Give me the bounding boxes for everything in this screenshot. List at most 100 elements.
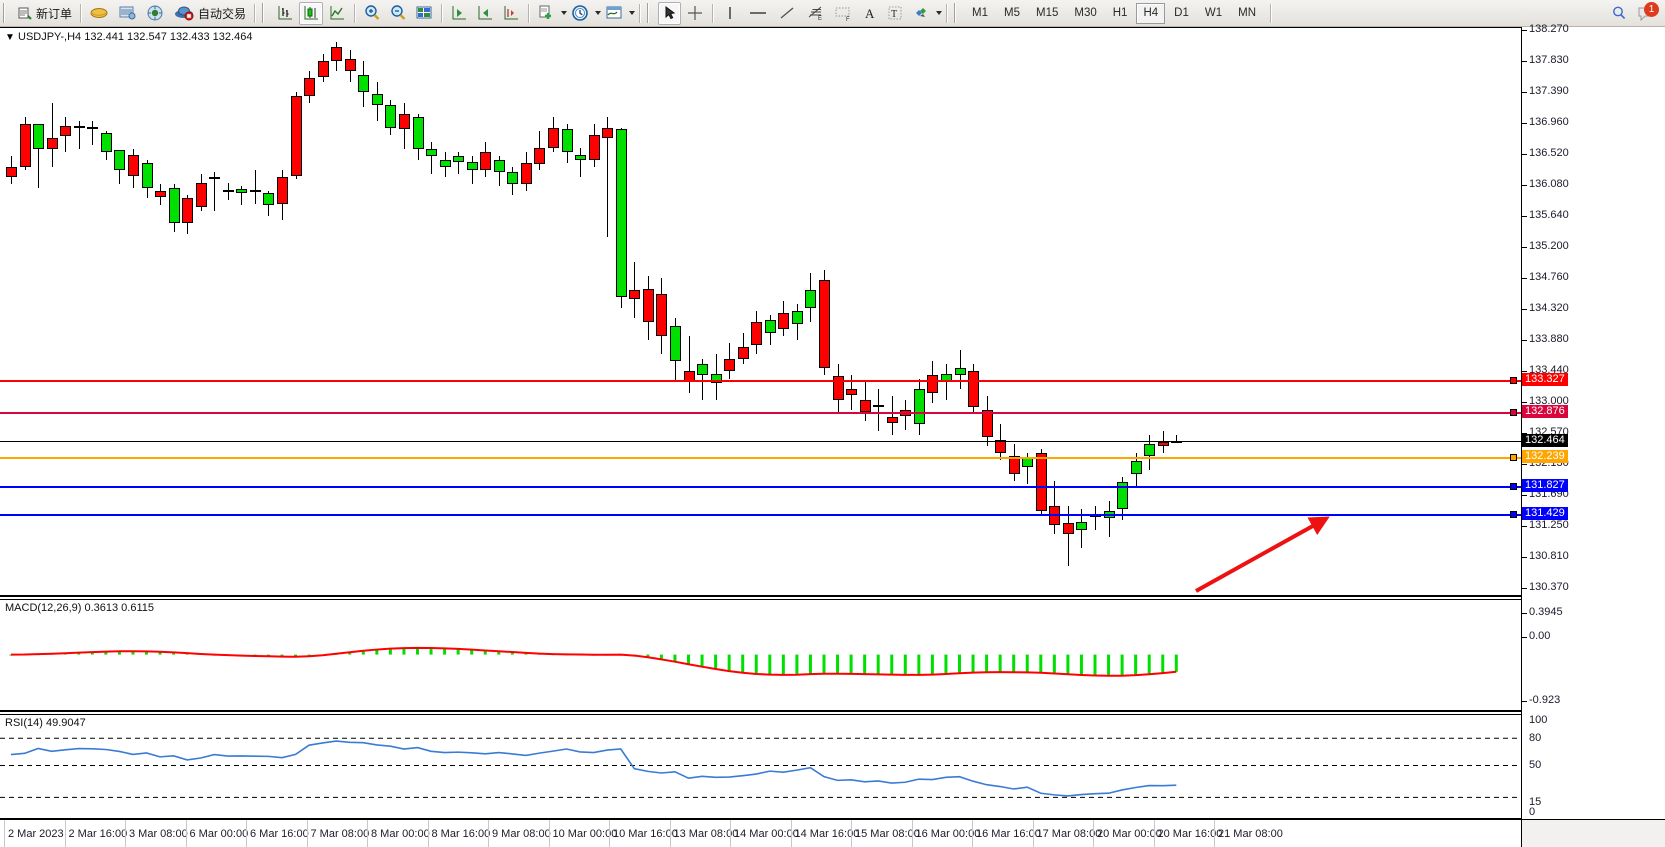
time-axis-corner bbox=[1521, 819, 1665, 847]
candlestick bbox=[683, 28, 695, 596]
templates-icon[interactable] bbox=[602, 2, 626, 25]
toolbar-separator bbox=[254, 3, 256, 23]
toolbar-separator bbox=[354, 3, 356, 23]
price-line-handle[interactable] bbox=[1510, 483, 1517, 491]
price-line-current-price[interactable] bbox=[0, 441, 1521, 443]
timeframe-h4-button[interactable]: H4 bbox=[1136, 2, 1166, 24]
cursor-icon[interactable] bbox=[658, 1, 682, 25]
candlestick-chart-icon[interactable] bbox=[299, 1, 324, 25]
text-label-icon[interactable]: T bbox=[883, 2, 907, 25]
chart-shift-icon[interactable] bbox=[473, 2, 497, 25]
chart-menu-chevron[interactable]: ▼ bbox=[5, 32, 15, 43]
macd-pane[interactable]: MACD(12,26,9) 0.3613 0.6115 bbox=[0, 599, 1522, 712]
rsi-pane[interactable]: RSI(14) 49.9047 bbox=[0, 714, 1522, 819]
candlestick bbox=[615, 28, 627, 596]
price-line-handle[interactable] bbox=[1510, 408, 1517, 416]
price-line-pivot[interactable] bbox=[0, 456, 1521, 459]
shapes-dropdown-caret[interactable] bbox=[936, 11, 943, 15]
line-chart-icon[interactable] bbox=[325, 2, 349, 25]
timeframe-h1-button[interactable]: H1 bbox=[1112, 7, 1128, 19]
indicators-icon[interactable] bbox=[534, 2, 558, 25]
timeframe-m5-button[interactable]: M5 bbox=[1004, 7, 1020, 19]
price-line-support-1[interactable] bbox=[0, 486, 1521, 489]
candlestick bbox=[751, 28, 763, 596]
price-line-handle[interactable] bbox=[1510, 377, 1517, 385]
toolbar-grip[interactable] bbox=[647, 3, 655, 23]
new-order-label: 新订单 bbox=[36, 6, 73, 21]
candlestick bbox=[87, 28, 99, 596]
toolbar-grip[interactable] bbox=[262, 3, 270, 23]
time-tick bbox=[1093, 820, 1094, 847]
zoom-in-icon[interactable] bbox=[360, 2, 384, 25]
timeframe-mn-button[interactable]: MN bbox=[1238, 7, 1256, 19]
price-line-resistance-1[interactable] bbox=[0, 380, 1521, 383]
candle-body bbox=[60, 126, 72, 137]
price-axis-label: 135.640 bbox=[1529, 208, 1569, 221]
macd-axis-label: 0.3945 bbox=[1529, 606, 1563, 618]
templates-dropdown-caret[interactable] bbox=[629, 11, 636, 15]
trendline-icon[interactable] bbox=[774, 2, 800, 25]
fibonacci-icon[interactable]: E bbox=[802, 2, 828, 25]
candle-body bbox=[656, 293, 668, 337]
macd-tick bbox=[1522, 701, 1527, 702]
time-tick bbox=[246, 820, 247, 847]
zoom-out-icon[interactable] bbox=[386, 2, 410, 25]
chart-area[interactable]: ▼ USDJPY-,H4 132.441 132.547 132.433 132… bbox=[0, 23, 1665, 847]
price-line-handle[interactable] bbox=[1510, 453, 1517, 461]
terminal-icon[interactable] bbox=[114, 2, 140, 25]
timeframe-d1-button[interactable]: D1 bbox=[1174, 7, 1189, 19]
text-icon[interactable]: A bbox=[858, 2, 881, 25]
svg-text:F: F bbox=[846, 17, 850, 22]
periods-dropdown-caret[interactable] bbox=[595, 11, 602, 15]
equidistant-channel-icon[interactable]: F bbox=[830, 2, 856, 25]
toolbar-grip[interactable] bbox=[954, 3, 962, 23]
vertical-line-icon[interactable] bbox=[718, 2, 742, 25]
price-axis-label: 138.270 bbox=[1529, 23, 1569, 35]
new-order-button[interactable]: 新订单 bbox=[14, 2, 75, 25]
candlestick bbox=[439, 28, 451, 596]
price-axis[interactable]: 138.270 137.830 137.390 136.960 136.520 136.0… bbox=[1521, 23, 1665, 819]
candlestick bbox=[656, 28, 668, 596]
candle-body bbox=[1076, 521, 1088, 531]
candlestick bbox=[1117, 28, 1129, 596]
bar-chart-icon[interactable] bbox=[273, 2, 297, 25]
candle-wick bbox=[1067, 505, 1069, 566]
price-line-handle[interactable] bbox=[1510, 511, 1517, 519]
navigator-icon[interactable] bbox=[142, 2, 168, 25]
timeframe-m1-button[interactable]: M1 bbox=[972, 7, 989, 19]
periods-icon[interactable] bbox=[568, 2, 592, 25]
timeframe-w1-button[interactable]: W1 bbox=[1204, 7, 1223, 19]
time-tick bbox=[488, 820, 489, 847]
alerts-icon[interactable]: 1 bbox=[1633, 1, 1659, 25]
price-pane[interactable]: ▼ USDJPY-,H4 132.441 132.547 132.433 132… bbox=[0, 27, 1522, 597]
price-tick bbox=[1522, 556, 1527, 558]
timeframe-m30-button[interactable]: M30 bbox=[1074, 7, 1097, 19]
grid-icon[interactable] bbox=[412, 2, 436, 25]
shift-end-icon[interactable] bbox=[499, 2, 523, 25]
time-axis[interactable]: 2 Mar 2023 2 Mar 16:00 3 Mar 08:00 6 Mar 00… bbox=[0, 819, 1521, 847]
time-axis-label: 8 Mar 16:00 bbox=[431, 828, 491, 840]
price-line-resistance-2[interactable] bbox=[0, 411, 1521, 414]
time-tick bbox=[790, 820, 792, 847]
auto-scroll-icon[interactable] bbox=[447, 2, 471, 25]
candle-body bbox=[263, 192, 275, 206]
price-line-support-2[interactable] bbox=[0, 514, 1521, 517]
price-tick bbox=[1522, 371, 1527, 373]
candlestick bbox=[1035, 28, 1047, 596]
crosshair-icon[interactable] bbox=[683, 2, 707, 25]
indicators-dropdown-caret[interactable] bbox=[561, 11, 568, 15]
horizontal-line-icon[interactable] bbox=[744, 2, 772, 25]
main-toolbar: 新订单 自动交易 bbox=[0, 0, 1665, 27]
price-axis-label: 132.130 bbox=[1529, 456, 1569, 469]
expert-advisor-icon[interactable]: 自动交易 bbox=[170, 2, 249, 25]
search-icon[interactable] bbox=[1607, 2, 1631, 25]
candlestick bbox=[1130, 28, 1142, 596]
time-tick bbox=[1032, 820, 1034, 847]
data-window-icon[interactable] bbox=[86, 2, 112, 25]
candlestick bbox=[791, 28, 803, 596]
toolbar-grip[interactable] bbox=[3, 3, 10, 23]
timeframe-m15-button[interactable]: M15 bbox=[1036, 7, 1059, 19]
shapes-icon[interactable] bbox=[909, 2, 933, 25]
candlestick bbox=[493, 28, 505, 596]
time-tick bbox=[1214, 820, 1215, 847]
